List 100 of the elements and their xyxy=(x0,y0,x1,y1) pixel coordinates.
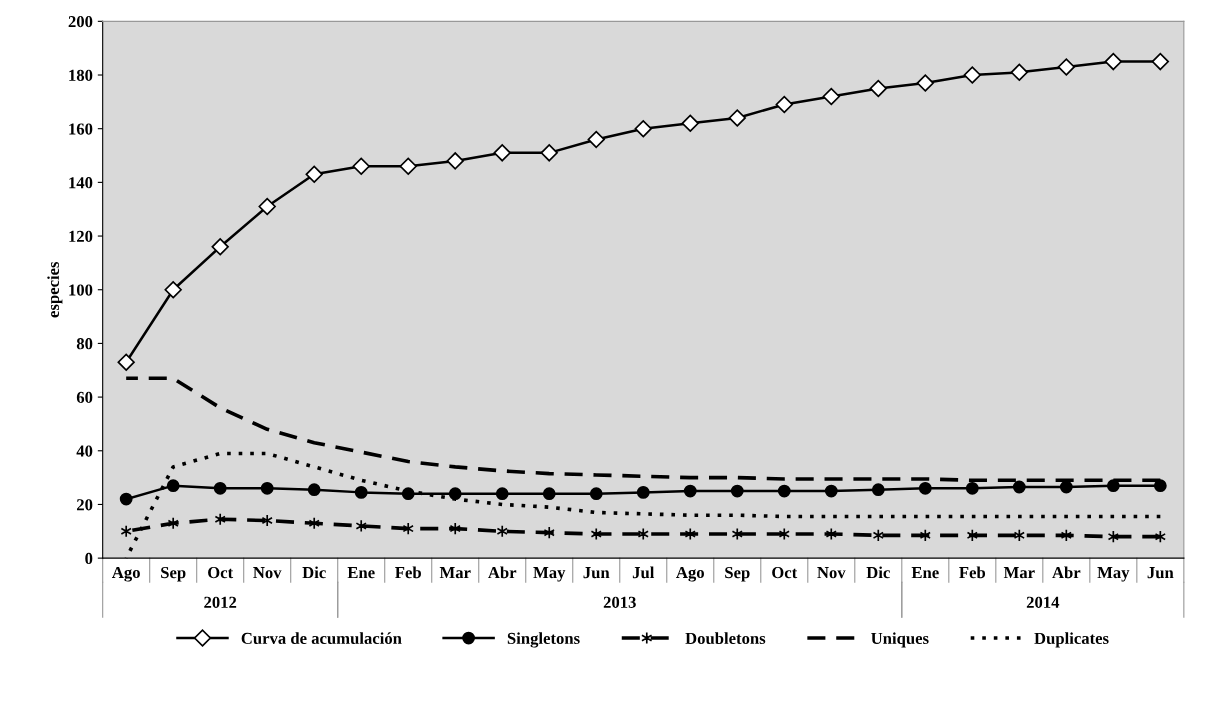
x-tick-label: Ago xyxy=(112,566,140,582)
y-tick-label: 80 xyxy=(76,338,93,350)
point xyxy=(871,483,885,497)
point xyxy=(258,197,276,216)
y-tick-label: 60 xyxy=(76,391,93,404)
x-tick-label: Nov xyxy=(253,567,282,579)
point xyxy=(120,524,132,538)
point xyxy=(637,527,649,541)
x-tick-label: Feb xyxy=(959,566,986,579)
point xyxy=(778,527,790,541)
point xyxy=(211,238,229,256)
point xyxy=(354,485,368,499)
y-axis-title: especies xyxy=(47,261,63,318)
point xyxy=(448,487,462,501)
point xyxy=(824,484,838,498)
point xyxy=(775,95,793,114)
point xyxy=(869,79,887,98)
point xyxy=(589,487,603,501)
point xyxy=(731,527,743,541)
point xyxy=(681,114,699,133)
point xyxy=(308,516,320,530)
y-tick-label: 0 xyxy=(85,552,93,565)
point xyxy=(822,87,840,106)
x-tick-label: Jun xyxy=(583,567,610,579)
point xyxy=(214,512,226,526)
point xyxy=(352,157,370,175)
x-tick-label: Ene xyxy=(347,567,375,579)
x-tick-label: Mar xyxy=(1003,567,1035,579)
point xyxy=(963,66,982,84)
point xyxy=(590,527,602,541)
point xyxy=(260,481,274,495)
y-tick-label: 180 xyxy=(69,69,93,81)
text: 2013 xyxy=(603,596,636,608)
text: 2012 xyxy=(204,596,237,608)
point xyxy=(1153,479,1167,493)
text: 2014 xyxy=(1026,596,1060,608)
point xyxy=(1010,63,1029,82)
legend-label: Curva de acumulación xyxy=(241,632,402,645)
point xyxy=(355,519,367,533)
point xyxy=(916,74,934,92)
point xyxy=(307,483,321,497)
point xyxy=(167,516,179,530)
point xyxy=(495,487,509,501)
y-tick-label: 140 xyxy=(69,177,93,189)
point xyxy=(493,144,511,162)
point xyxy=(305,165,323,184)
x-tick-label: Oct xyxy=(208,567,234,579)
point xyxy=(496,524,508,538)
y-tick-label: 120 xyxy=(69,230,93,242)
x-tick-label: Nov xyxy=(817,567,846,579)
point xyxy=(1057,58,1076,76)
point xyxy=(683,484,697,498)
x-tick-label: Oct xyxy=(772,567,798,579)
y-tick-label: 100 xyxy=(69,284,93,296)
x-tick-label: Abr xyxy=(488,566,517,579)
point xyxy=(918,481,932,495)
x-tick-label: May xyxy=(533,567,566,582)
point xyxy=(117,353,135,371)
point xyxy=(728,109,746,127)
point xyxy=(1059,480,1073,494)
legend-label: Duplicates xyxy=(1034,632,1109,648)
point xyxy=(402,522,414,536)
y-tick-label: 40 xyxy=(76,445,93,457)
legend-label: Doubletons xyxy=(685,632,766,645)
point xyxy=(1151,52,1170,71)
point xyxy=(164,281,182,299)
x-tick-label: May xyxy=(1097,567,1130,582)
point xyxy=(1104,52,1123,71)
point xyxy=(777,484,791,498)
point xyxy=(399,157,417,175)
point xyxy=(636,485,650,499)
x-tick-label: Jun xyxy=(1147,567,1174,579)
y-tick-label: 20 xyxy=(76,499,93,511)
y-tick-label: 160 xyxy=(69,123,93,135)
point xyxy=(587,130,605,149)
point xyxy=(1012,480,1026,494)
point xyxy=(634,119,652,138)
point xyxy=(119,492,133,506)
x-tick-label: Dic xyxy=(866,566,890,579)
point xyxy=(730,484,744,498)
point xyxy=(684,527,696,541)
point xyxy=(542,487,556,501)
x-tick-label: Ene xyxy=(911,567,939,579)
legend-label: Uniques xyxy=(871,632,929,648)
y-tick-label: 200 xyxy=(68,16,93,28)
x-tick-label: Sep xyxy=(725,567,750,582)
x-tick-label: Abr xyxy=(1052,566,1081,579)
point xyxy=(965,481,979,495)
point xyxy=(449,522,461,536)
x-tick-label: Sep xyxy=(161,567,186,582)
point xyxy=(213,481,227,495)
x-tick-label: Feb xyxy=(395,566,421,579)
point xyxy=(1106,479,1120,493)
x-tick-label: Ago xyxy=(676,566,704,582)
point xyxy=(825,527,837,541)
x-tick-label: Dic xyxy=(302,566,326,579)
point xyxy=(540,144,558,162)
point xyxy=(166,479,180,493)
x-tick-label: Jul xyxy=(632,566,655,579)
point xyxy=(446,152,464,170)
